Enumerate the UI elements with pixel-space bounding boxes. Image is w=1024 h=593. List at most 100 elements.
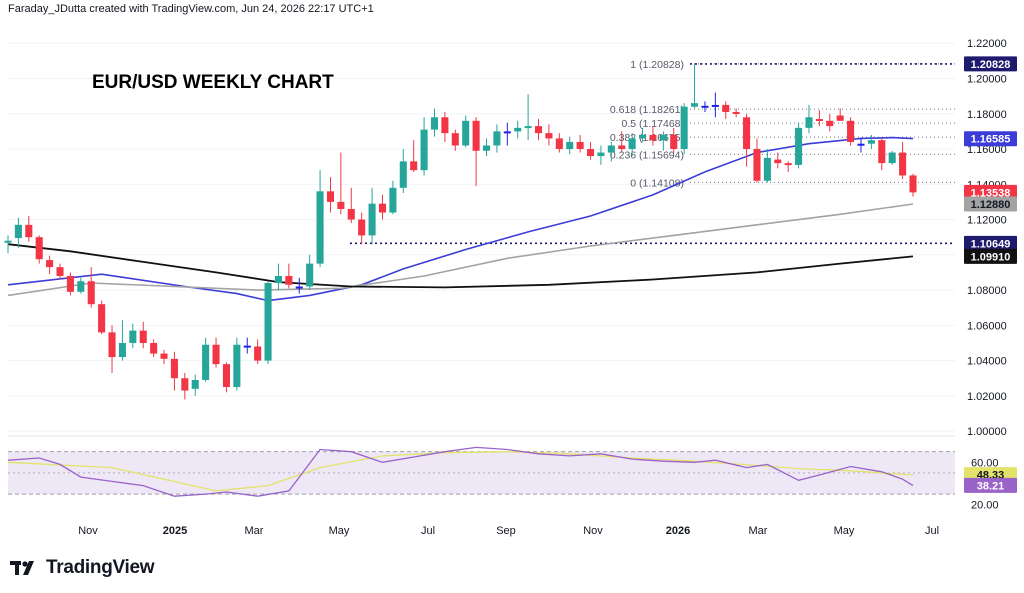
time-tick-label: Sep [496, 525, 516, 537]
price-tick-label: 1.04000 [967, 356, 1007, 368]
candle-body [399, 161, 407, 188]
candle-body [98, 304, 106, 333]
time-tick-label: 2025 [163, 525, 187, 537]
price-tag-box [964, 477, 1017, 493]
candle-body [191, 379, 199, 389]
moving-average-line-ma_slow [7, 243, 914, 289]
candle-body [35, 237, 43, 260]
candle-body [56, 267, 64, 276]
candle-body [202, 344, 210, 380]
price-tick-label: 1.08000 [967, 285, 1007, 297]
price-tick-label: 1.02000 [967, 391, 1007, 403]
candle-body [836, 115, 844, 121]
fibonacci-retracement: 1 (1.20828) 0.618 (1.18261) 0.5 (1.17468) 0… [610, 59, 958, 189]
candle-body [867, 140, 875, 144]
candle-body [108, 332, 116, 358]
candle-body [514, 127, 522, 132]
candle-body [493, 131, 501, 146]
candle-body [4, 240, 12, 243]
candle-body [129, 330, 137, 343]
candle-body [899, 152, 907, 176]
rsi-tick-label: 20.00 [971, 500, 999, 512]
price-tag-box [964, 131, 1017, 147]
candle-body [545, 133, 553, 139]
candle-body [358, 219, 366, 236]
candle-body [306, 263, 314, 287]
chart-title: EUR/USD WEEKLY CHART [92, 72, 334, 93]
candle-body [264, 283, 272, 361]
price-tag-box [964, 56, 1017, 72]
chart-attribution: Faraday_JDutta created with TradingView.… [8, 3, 374, 15]
price-axis[interactable]: 1.220001.200001.180001.160001.140001.120… [967, 38, 1007, 511]
tradingview-brand[interactable]: TradingView [10, 557, 155, 579]
fib-level-label: 0.5 (1.17468) [622, 118, 684, 130]
candle-body [14, 224, 22, 239]
time-tick-label: Nov [78, 525, 98, 537]
candle-body [555, 138, 563, 150]
candle-body [160, 353, 168, 359]
horizontal-lines [350, 63, 955, 245]
time-tick-label: Jul [421, 525, 435, 537]
candle-body [233, 344, 241, 388]
candle-body [815, 119, 823, 122]
price-tag-box [964, 196, 1017, 212]
candle-body [649, 134, 657, 141]
candle-body [586, 149, 595, 157]
price-tick-label: 1.20000 [967, 73, 1007, 85]
fib-level-label: 0.618 (1.18261) [610, 104, 684, 116]
candle-body [743, 117, 751, 150]
price-tick-label: 1.06000 [967, 320, 1007, 332]
candle-body [566, 141, 574, 150]
candle-body [66, 275, 74, 292]
price-tick-label: 1.22000 [967, 38, 1007, 50]
candle-body [847, 120, 855, 142]
price-tag-box [964, 184, 1017, 200]
rsi-tick-label: 60.00 [971, 457, 999, 469]
candle-body [25, 224, 33, 238]
candle-body [337, 201, 345, 209]
price-tick-label: 1.12000 [967, 215, 1007, 227]
candle-body [805, 117, 813, 128]
time-tick-label: May [834, 525, 855, 537]
moving-average-line-ma_fast [7, 136, 914, 302]
rsi-band-fill [8, 451, 955, 495]
candle-body [711, 104, 719, 107]
candle-body [46, 260, 54, 268]
fib-level-label: 1 (1.20828) [630, 59, 684, 71]
time-axis[interactable]: Nov 2025 Mar May Jul Sep Nov 2026 Mar May Jul [78, 525, 939, 537]
candle-body [462, 120, 470, 146]
candle-body [87, 281, 95, 305]
time-tick-label: Jul [925, 525, 939, 537]
price-tag-label: 1.12880 [971, 199, 1011, 211]
brand-name: TradingView [46, 557, 155, 578]
candle-body [670, 134, 678, 150]
candle-body [441, 117, 449, 134]
candle-body [77, 281, 85, 292]
candle-body [389, 187, 397, 213]
price-tick-label: 1.16000 [967, 144, 1007, 156]
candle-body [628, 138, 636, 150]
candle-body [368, 203, 376, 236]
price-tag-label: 1.09910 [971, 251, 1011, 263]
price-tag-label: 38.21 [977, 480, 1005, 492]
candle-body [618, 145, 626, 150]
candle-body [826, 120, 834, 127]
candle-body [534, 126, 543, 134]
candle-body [691, 103, 699, 107]
candle-body [753, 149, 761, 181]
candle-body [795, 127, 803, 165]
candle-body [774, 159, 782, 164]
candle-body [482, 145, 491, 151]
time-tick-label: Mar [245, 525, 264, 537]
candle-body [222, 364, 230, 388]
candle-body [295, 286, 303, 289]
candle-body [639, 134, 647, 139]
moving-averages [7, 136, 914, 302]
candle-body [659, 134, 667, 141]
rsi-line [7, 446, 914, 497]
candle-body [430, 117, 439, 130]
candle-body [878, 140, 886, 164]
candle-body [451, 133, 459, 146]
candle-body [410, 161, 418, 171]
